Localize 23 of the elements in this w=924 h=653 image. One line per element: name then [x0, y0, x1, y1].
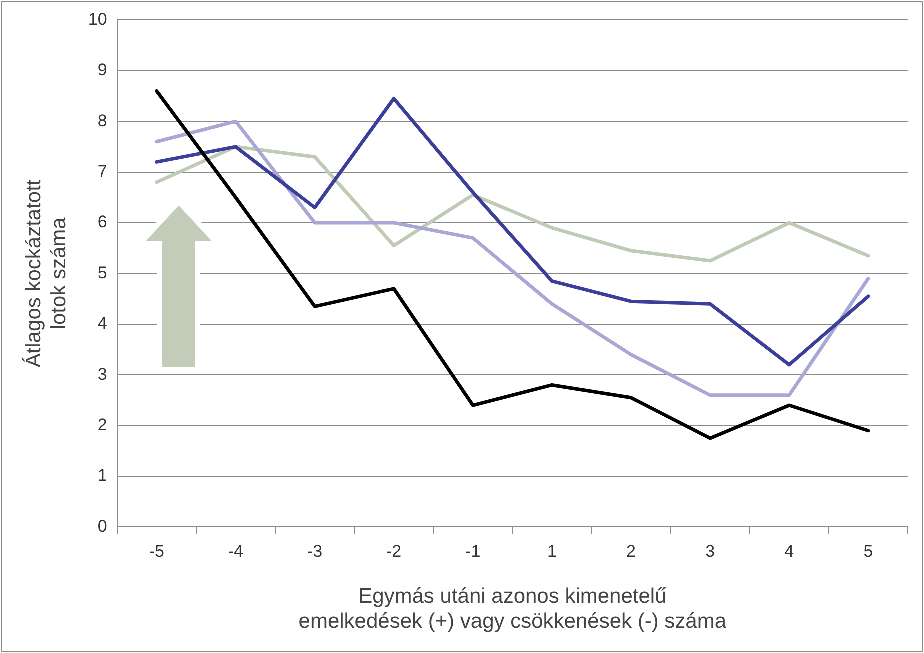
x-tick-label: 4: [784, 542, 794, 562]
x-tick-label: -3: [307, 542, 323, 562]
x-tick-label: 1: [547, 542, 557, 562]
x-tick-label: -2: [386, 542, 402, 562]
x-tick-label: 2: [626, 542, 636, 562]
y-tick-label: 0: [98, 516, 108, 536]
y-tick-label: 5: [98, 263, 108, 282]
x-axis-title: Egymás utáni azonos kimenetelű emelkedések (+) vagy csökkenések (-) száma: [298, 584, 727, 634]
y-tick-label: 3: [98, 364, 108, 384]
y-tick-label: 8: [98, 111, 108, 130]
y-tick-label: 9: [98, 60, 108, 80]
y-tick-label: 6: [98, 212, 108, 232]
y-axis-title: Átlagos kockáztatott lotok száma: [21, 180, 71, 368]
x-tick-label: -1: [466, 542, 481, 562]
y-tick-label: 2: [98, 415, 108, 434]
y-tick-label: 1: [98, 466, 108, 486]
y-tick-label: 7: [98, 162, 108, 181]
y-tick-label: 10: [88, 10, 108, 29]
x-tick-label: 3: [706, 542, 716, 562]
x-tick-label: 5: [864, 542, 874, 562]
x-tick-label: -5: [149, 542, 164, 562]
x-tick-label: -4: [228, 542, 244, 562]
y-tick-label: 4: [98, 314, 108, 334]
